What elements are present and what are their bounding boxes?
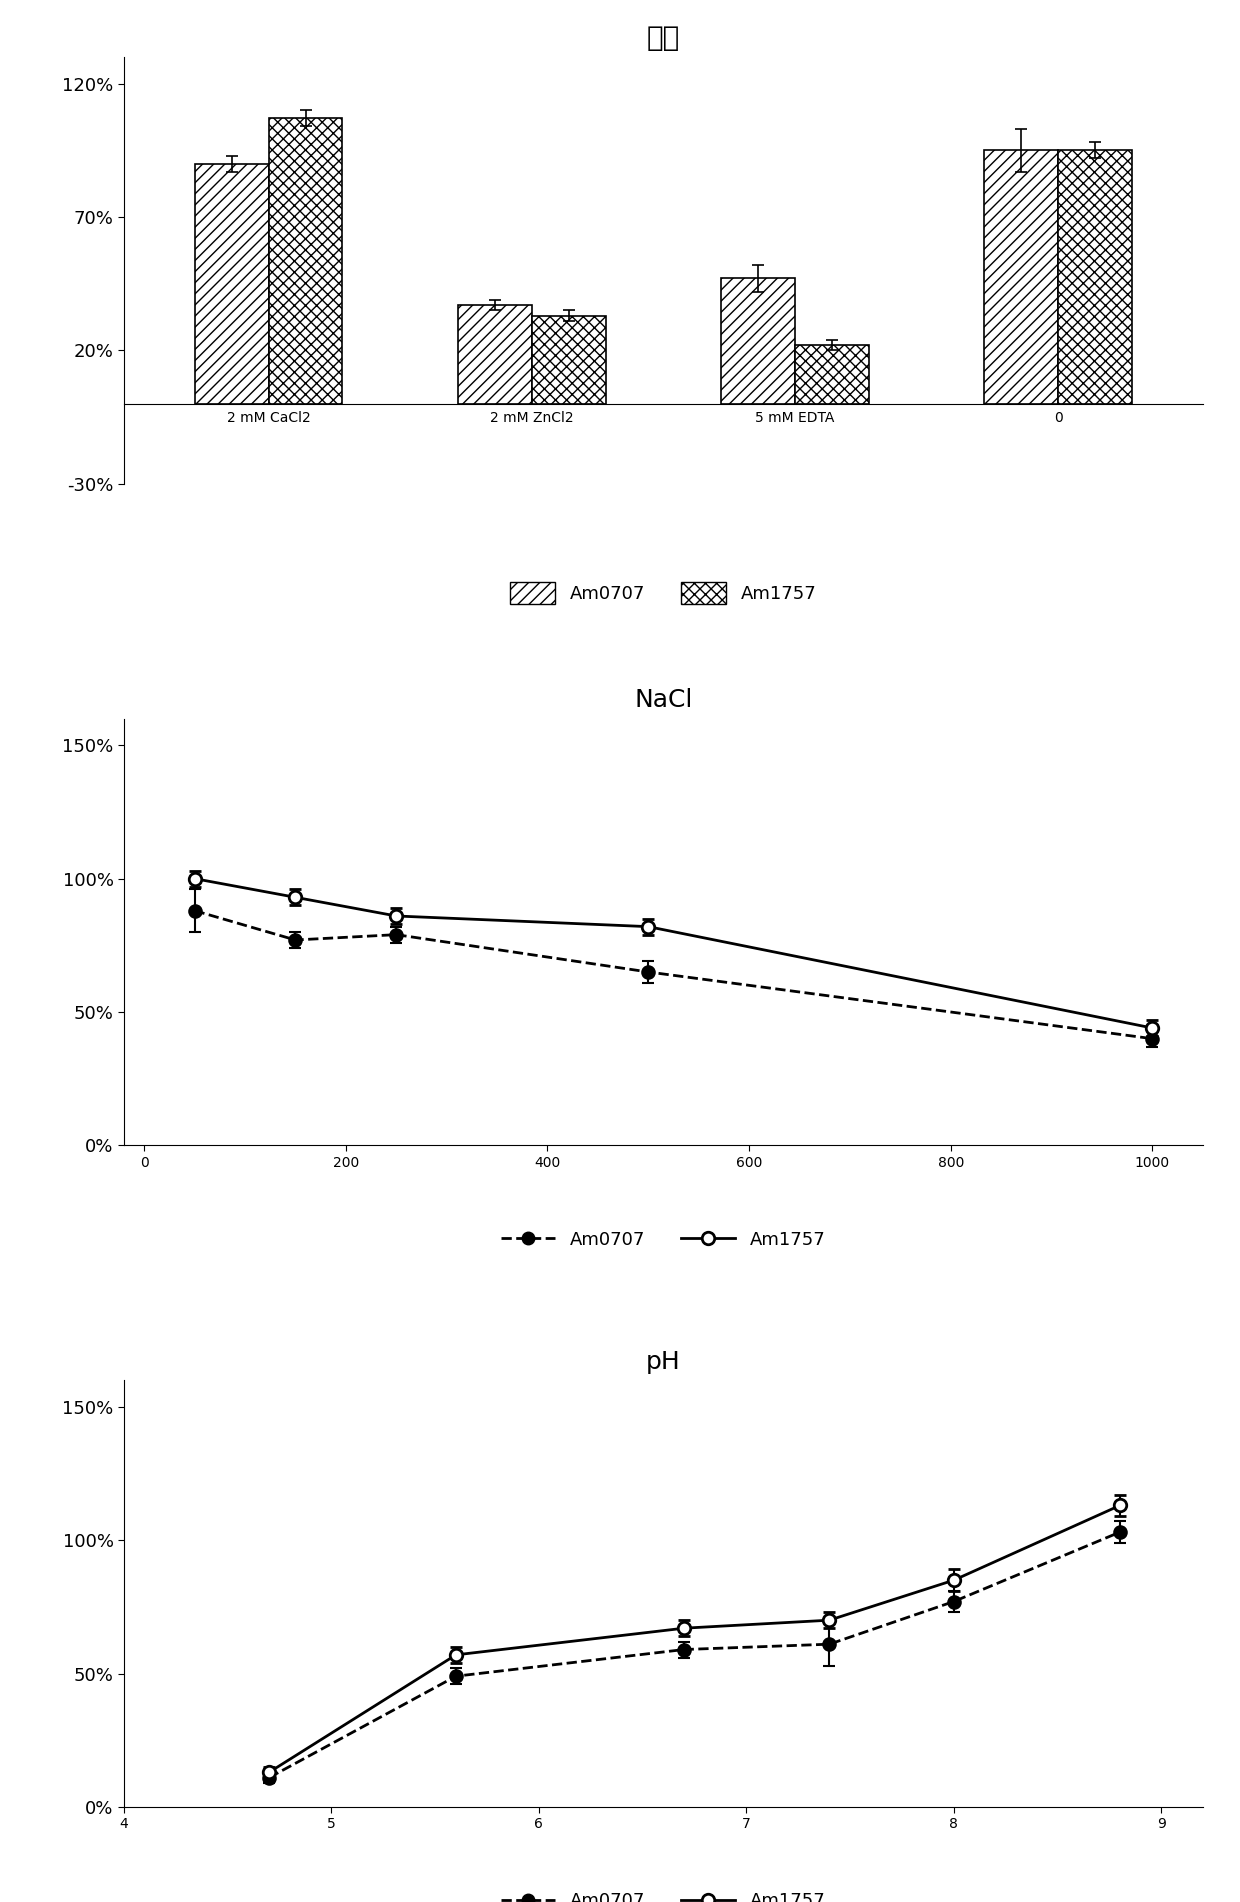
Bar (195, 164, 269, 403)
Bar (795, 344, 869, 403)
Title: 离子: 离子 (647, 25, 680, 51)
Legend: Am0707, Am1757: Am0707, Am1757 (494, 1885, 833, 1902)
Bar (985, 150, 1058, 403)
Legend: Am0707, Am1757: Am0707, Am1757 (494, 1223, 833, 1255)
Bar (458, 304, 532, 403)
Bar (722, 278, 795, 403)
Bar (1058, 150, 1132, 403)
Title: NaCl: NaCl (634, 689, 693, 713)
Title: pH: pH (646, 1350, 681, 1373)
Bar (532, 316, 605, 403)
Legend: Am0707, Am1757: Am0707, Am1757 (503, 574, 823, 611)
Bar (269, 118, 342, 403)
